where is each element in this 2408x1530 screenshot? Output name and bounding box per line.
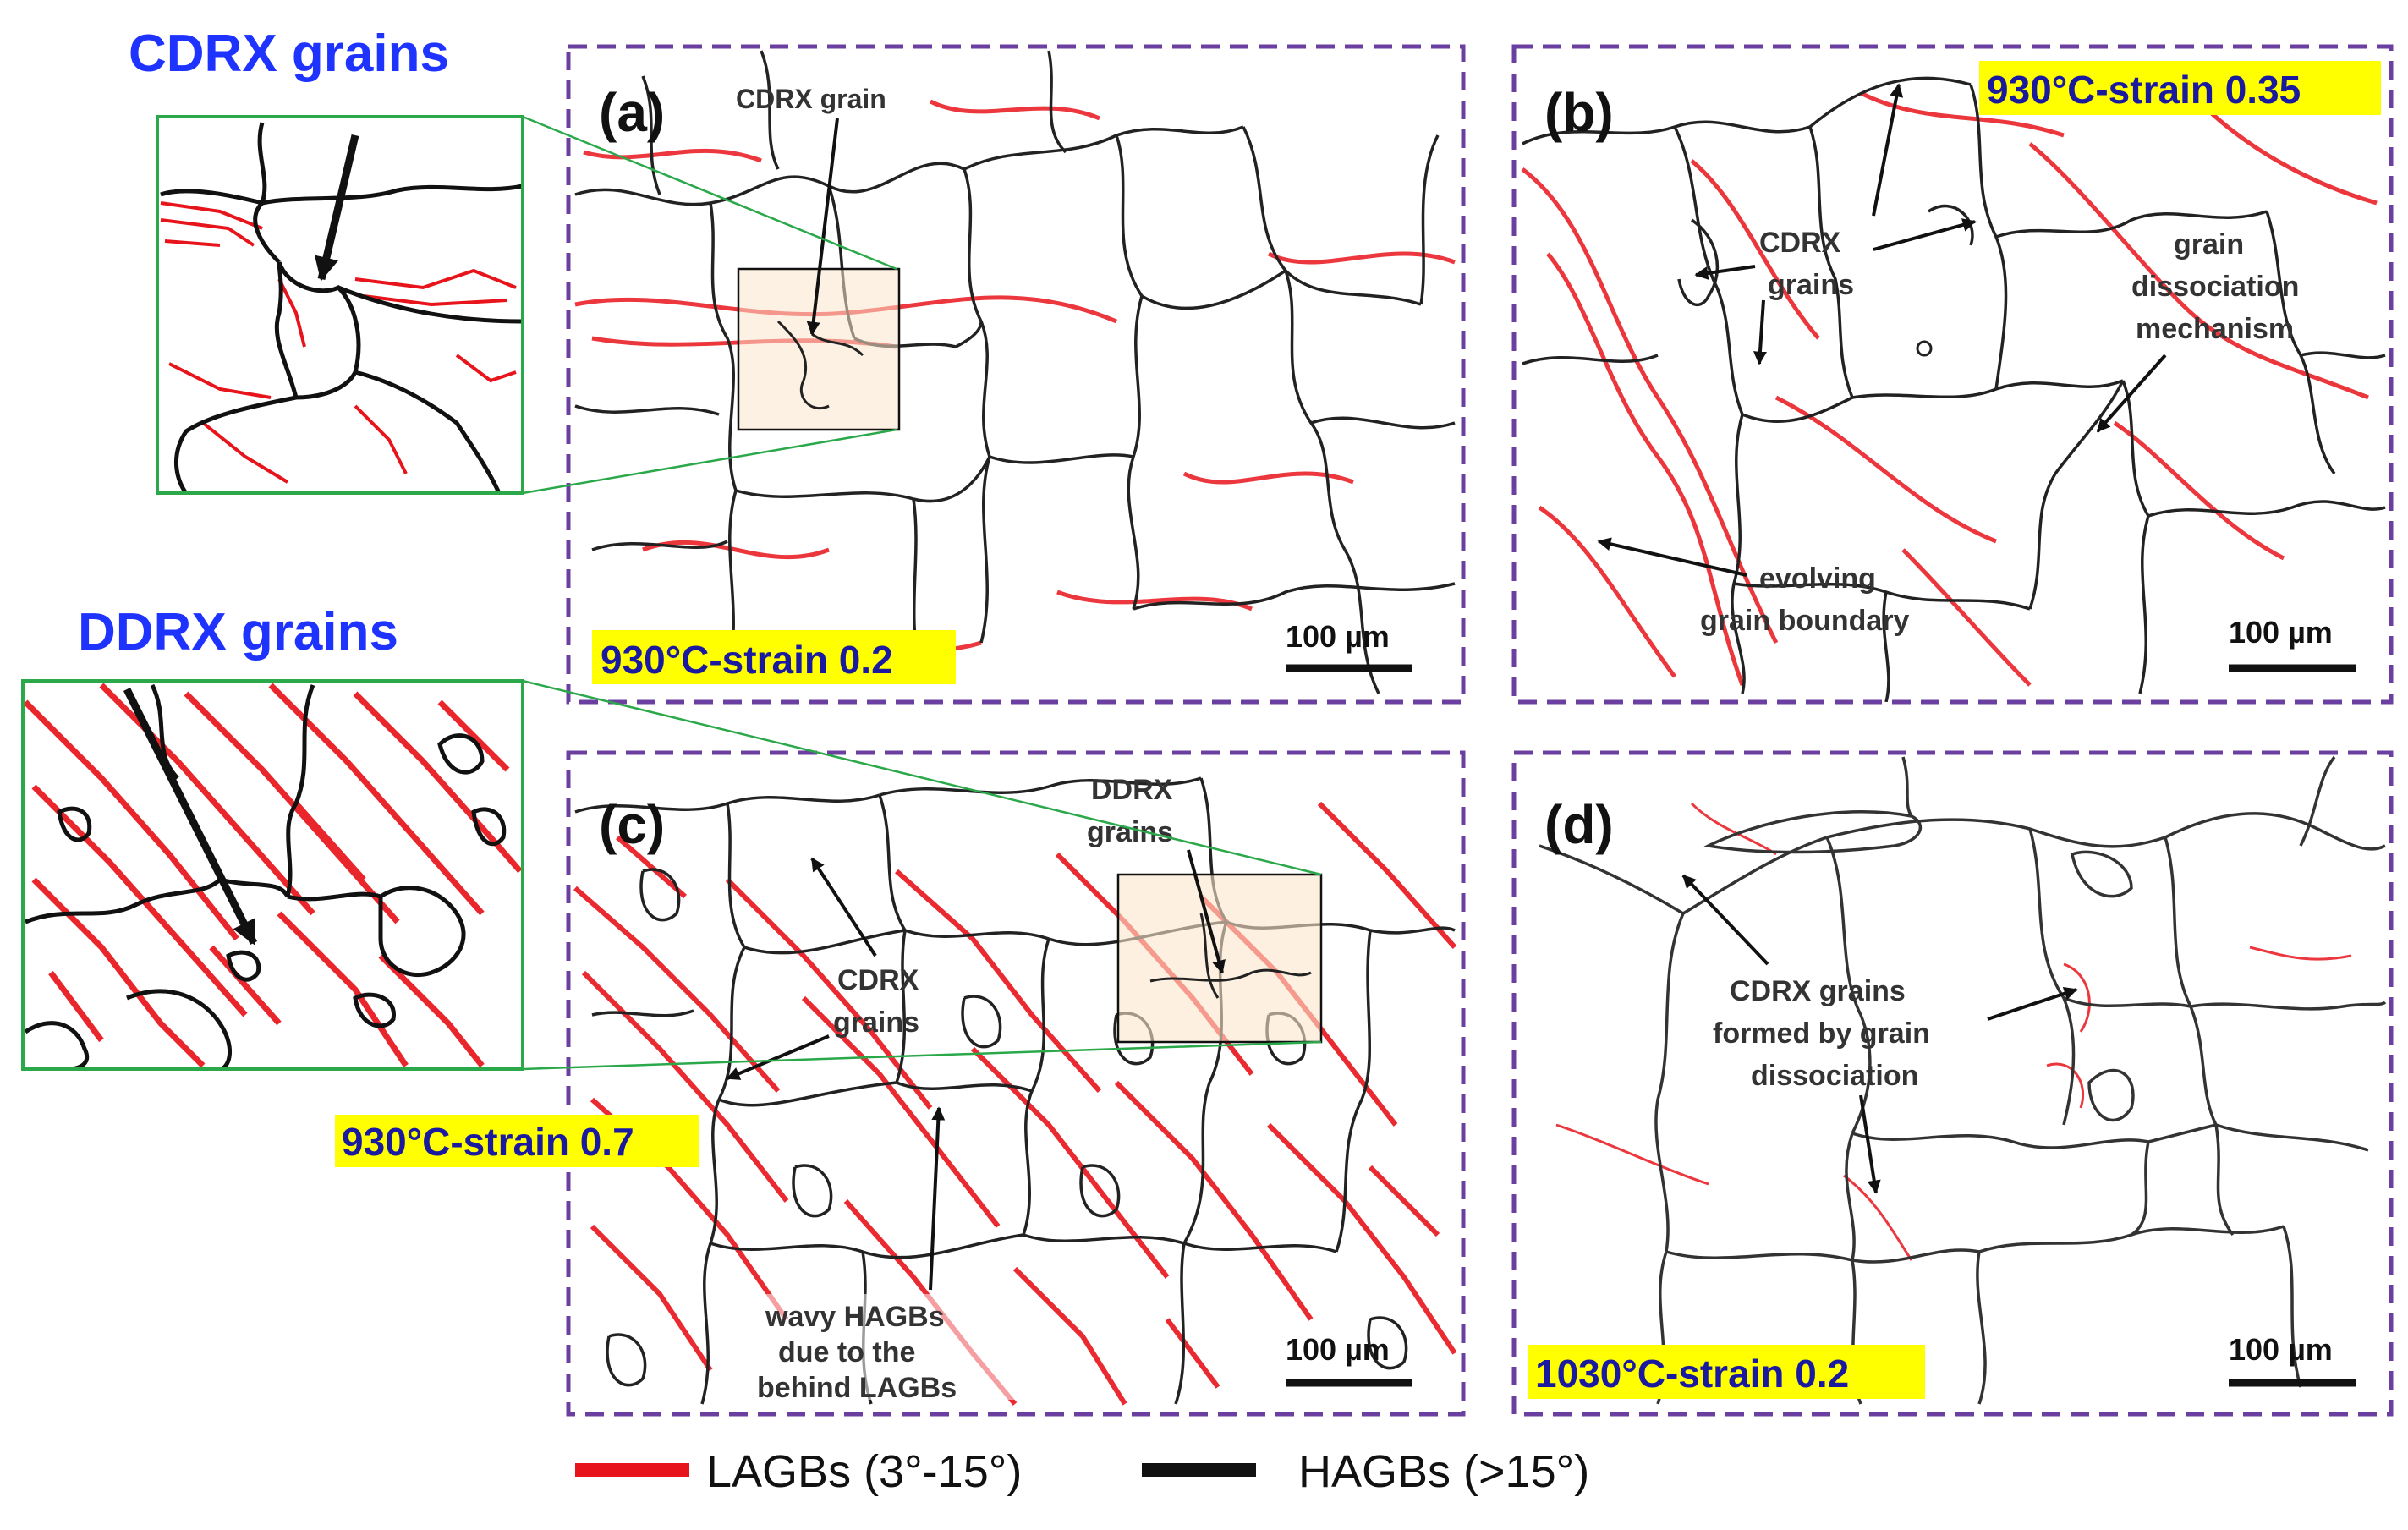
panel-c-scale-label: 100 µm	[1286, 1332, 1390, 1367]
panel-d-annotation-dissociation: dissociation	[1751, 1060, 1918, 1092]
panel-c-condition-bg	[335, 1115, 699, 1167]
panel-c-annotation-cdrx-grains: grains	[833, 1006, 919, 1039]
panel-b-annotation-grain: grain	[2174, 228, 2244, 260]
legend: LAGBs (3°-15°) HAGBs (>15°)	[575, 1446, 1589, 1497]
panel-d-arrow-2	[1987, 986, 2078, 1021]
legend-hagb-label: HAGBs (>15°)	[1298, 1446, 1589, 1497]
panel-c-annotation-due: due to the	[778, 1336, 915, 1368]
panel-d-border	[1511, 750, 2394, 1417]
panel-b-border	[1511, 44, 2394, 705]
panel-a-scale-label: 100 µm	[1286, 619, 1390, 654]
panel-d-micrograph	[1514, 753, 2391, 1414]
inset-ddrx: DDRX grains	[21, 603, 1322, 1071]
panel-a-border	[566, 44, 1466, 705]
panel-b: (b) 930°C-strain 0.35 CDRX grains grain …	[1511, 44, 2394, 705]
panel-b-annotation-grain-boundary: grain boundary	[1700, 605, 1910, 637]
panel-d-condition-bg	[1528, 1345, 1925, 1399]
panel-b-arrow-2	[1873, 218, 1977, 251]
panel-c-arrow-cdrx-1	[810, 857, 877, 957]
panel-d-letter: (d)	[1544, 794, 1614, 855]
panel-c-annotation-behind: behind LAGBs	[757, 1372, 957, 1404]
panel-d-condition: 1030°C-strain 0.2	[1535, 1352, 1849, 1396]
panel-a-annotation-cdrx-grain: CDRX grain	[736, 84, 886, 114]
inset-ddrx-image	[23, 681, 523, 1069]
inset-cdrx: CDRX grains	[129, 25, 897, 495]
panel-d-arrow-3	[1859, 1094, 1881, 1194]
panel-d-scale-label: 100 µm	[2229, 1332, 2333, 1367]
panel-a-condition: 930°C-strain 0.2	[601, 638, 893, 682]
panel-c-annotation-ddrx: DDRX	[1091, 774, 1173, 806]
panel-b-arrow-6	[1597, 537, 1747, 577]
panel-d-arrow-1	[1681, 874, 1769, 966]
panel-b-arrow-3	[1694, 265, 1756, 280]
panel-c-letter: (c)	[599, 794, 665, 855]
panel-b-arrow-1	[1872, 83, 1904, 217]
panel-b-letter: (b)	[1544, 82, 1614, 143]
panel-a-micrograph	[568, 47, 1463, 702]
inset-cdrx-leader-bottom	[522, 428, 897, 495]
panel-c-micrograph	[568, 753, 1463, 1414]
panel-b-annotation-evolving: evolving	[1759, 562, 1876, 595]
panel-c-border	[566, 750, 1466, 1417]
panel-c-arrow-ddrx	[1187, 849, 1226, 974]
panel-a: (a) 930°C-strain 0.2 CDRX grain 100 µm	[566, 44, 1466, 705]
panel-b-scale-label: 100 µm	[2229, 615, 2333, 650]
panel-c-annotation-cdrx: CDRX	[837, 964, 919, 996]
panel-a-condition-bg	[592, 630, 956, 684]
legend-lagb-label: LAGBs (3°-15°)	[706, 1446, 1022, 1497]
panel-b-condition-bg	[1979, 61, 2381, 115]
panel-b-annotation-grains: grains	[1768, 269, 1854, 301]
panel-c-annotation-wavy: wavy HAGBs	[765, 1301, 945, 1333]
inset-cdrx-leader-top	[522, 115, 897, 271]
panel-b-annotation-cdrx: CDRX	[1759, 227, 1841, 259]
inset-ddrx-leader-top	[522, 679, 1322, 876]
panel-b-micrograph	[1514, 47, 2391, 702]
panel-c-arrow-wavy	[929, 1106, 946, 1291]
panel-a-arrow	[806, 118, 839, 336]
panel-b-condition: 930°C-strain 0.35	[1987, 68, 2301, 112]
inset-cdrx-title: CDRX grains	[129, 25, 449, 83]
inset-ddrx-border	[21, 679, 524, 1071]
panel-d-annotation-cdrx-grains: CDRX grains	[1730, 975, 1906, 1007]
panel-c-condition: 930°C-strain 0.7	[342, 1120, 634, 1164]
panel-c-arrow-cdrx-2	[726, 1034, 830, 1080]
panel-b-annotation-dissociation: dissociation	[2131, 271, 2299, 303]
panel-a-letter: (a)	[599, 82, 665, 143]
panel-b-arrow-5	[2096, 354, 2167, 433]
inset-cdrx-image	[157, 117, 523, 493]
panel-d-annotation-formed: formed by grain	[1713, 1017, 1930, 1050]
panel-c: (c) DDRX grains CDRX grains wavy HAGBs d…	[566, 750, 1466, 1417]
panel-b-arrow-4	[1753, 299, 1767, 365]
inset-ddrx-title: DDRX grains	[78, 603, 398, 661]
panel-b-annotation-mechanism: mechanism	[2136, 313, 2294, 345]
inset-cdrx-border	[156, 115, 524, 495]
inset-ddrx-leader-bottom	[522, 1040, 1322, 1071]
panel-d: (d) 1030°C-strain 0.2 CDRX grains formed…	[1511, 750, 2394, 1417]
